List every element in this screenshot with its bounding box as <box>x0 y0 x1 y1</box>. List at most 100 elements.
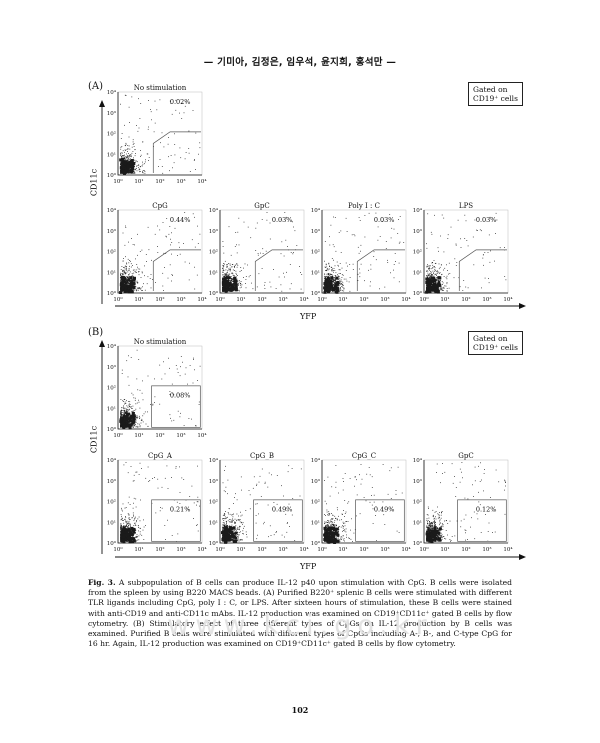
x-tick-label: 10¹ <box>134 296 143 303</box>
panel-a-x-axis-title: YFP <box>300 312 317 321</box>
x-tick-label: 10¹ <box>338 296 347 303</box>
event-dots <box>119 349 201 430</box>
y-tick-label: 10¹ <box>107 151 116 158</box>
x-tick-label: 10² <box>257 296 266 303</box>
y-tick-label: 10¹ <box>413 519 422 526</box>
x-tick-label: 10² <box>155 432 164 439</box>
x-tick-label: 10¹ <box>338 546 347 553</box>
panel-a-gate-note: Gated on CD19⁺ cells <box>468 82 523 106</box>
x-tick-label: 10³ <box>278 296 287 303</box>
x-tick-label: 10⁰ <box>113 296 123 303</box>
y-tick-label: 10³ <box>209 478 218 485</box>
y-tick-label: 10⁰ <box>311 290 321 297</box>
plot-title: No stimulation <box>134 338 187 346</box>
y-tick-label: 10³ <box>107 364 116 371</box>
gate-percentage: 0.02% <box>170 98 191 106</box>
gate-region <box>356 249 405 291</box>
y-tick-label: 10⁰ <box>107 290 117 297</box>
y-tick-label: 10³ <box>413 478 422 485</box>
plot-axes <box>321 460 406 544</box>
panel-b-x-axis-arrow <box>115 554 526 560</box>
x-tick-label: 10² <box>359 296 368 303</box>
x-tick-label: 10⁰ <box>113 178 123 185</box>
x-tick-label: 10⁰ <box>215 546 225 553</box>
x-tick-label: 10³ <box>380 296 389 303</box>
y-tick-label: 10¹ <box>311 269 320 276</box>
plot-axes <box>117 460 202 544</box>
y-tick-label: 10² <box>209 499 218 506</box>
event-dots <box>119 94 201 175</box>
x-tick-label: 10⁴ <box>197 296 207 303</box>
x-tick-label: 10⁰ <box>113 546 123 553</box>
y-tick-label: 10¹ <box>413 269 422 276</box>
y-tick-label: 10³ <box>107 478 116 485</box>
x-tick-label: 10³ <box>482 296 491 303</box>
y-tick-label: 10⁴ <box>107 89 117 96</box>
gate-region <box>151 385 201 428</box>
y-tick-label: 10⁰ <box>107 540 117 547</box>
event-dots <box>119 212 201 294</box>
y-tick-label: 10³ <box>311 228 320 235</box>
x-tick-label: 10² <box>155 546 164 553</box>
y-tick-label: 10⁰ <box>209 540 219 547</box>
gate-region <box>151 499 201 542</box>
plot-axes <box>117 210 202 294</box>
x-tick-label: 10³ <box>482 546 491 553</box>
y-tick-label: 10⁰ <box>107 172 117 179</box>
x-tick-label: 10⁰ <box>317 546 327 553</box>
x-tick-label: 10³ <box>278 546 287 553</box>
plot-title: CpG_A <box>148 452 173 460</box>
page-number: 102 <box>291 705 309 715</box>
gate-percentage: 0.03% <box>476 216 497 224</box>
figure-caption: Fig. 3. A subpopulation of B cells can p… <box>88 578 512 649</box>
x-tick-label: 10⁴ <box>503 546 513 553</box>
y-tick-label: 10⁴ <box>209 457 219 464</box>
caption-label: Fig. 3. <box>88 578 116 587</box>
panel-a-y-axis-arrow <box>99 100 105 304</box>
x-tick-label: 10⁴ <box>503 296 513 303</box>
panel-a-x-axis-arrow <box>115 303 526 309</box>
gate-percentage: 0.12% <box>476 505 497 513</box>
x-tick-label: 10² <box>257 546 266 553</box>
y-tick-label: 10² <box>107 499 116 506</box>
x-tick-label: 10⁴ <box>299 546 309 553</box>
x-tick-label: 10³ <box>380 546 389 553</box>
y-tick-label: 10² <box>413 249 422 256</box>
plot-axes <box>117 92 202 176</box>
x-tick-label: 10² <box>461 546 470 553</box>
y-tick-label: 10⁰ <box>413 290 423 297</box>
x-tick-label: 10⁰ <box>317 296 327 303</box>
y-tick-label: 10¹ <box>107 519 116 526</box>
y-tick-label: 10³ <box>311 478 320 485</box>
y-tick-label: 10² <box>107 249 116 256</box>
gate-note-line2: CD19⁺ cells <box>473 343 518 352</box>
panel-a-label: (A) <box>88 81 104 92</box>
y-tick-label: 10⁴ <box>209 207 219 214</box>
plot-title: LPS <box>459 202 473 210</box>
plot-axes <box>117 346 202 430</box>
x-tick-label: 10⁰ <box>215 296 225 303</box>
x-tick-label: 10² <box>155 178 164 185</box>
plot-axes <box>321 210 406 294</box>
x-tick-label: 10⁴ <box>401 546 411 553</box>
x-tick-label: 10³ <box>176 432 185 439</box>
gate-percentage: 0.21% <box>170 505 191 513</box>
panel-b-x-axis-title: YFP <box>300 562 317 571</box>
gate-region <box>458 249 507 291</box>
plot-title: CpG_B <box>250 452 274 460</box>
plot-axes <box>219 460 304 544</box>
y-tick-label: 10⁴ <box>311 207 321 214</box>
y-tick-label: 10⁴ <box>107 207 117 214</box>
y-tick-label: 10³ <box>107 228 116 235</box>
event-dots <box>120 462 200 544</box>
plot-axes <box>219 210 304 294</box>
panel-b-gate-note: Gated on CD19⁺ cells <box>468 331 523 355</box>
x-tick-label: 10² <box>155 296 164 303</box>
